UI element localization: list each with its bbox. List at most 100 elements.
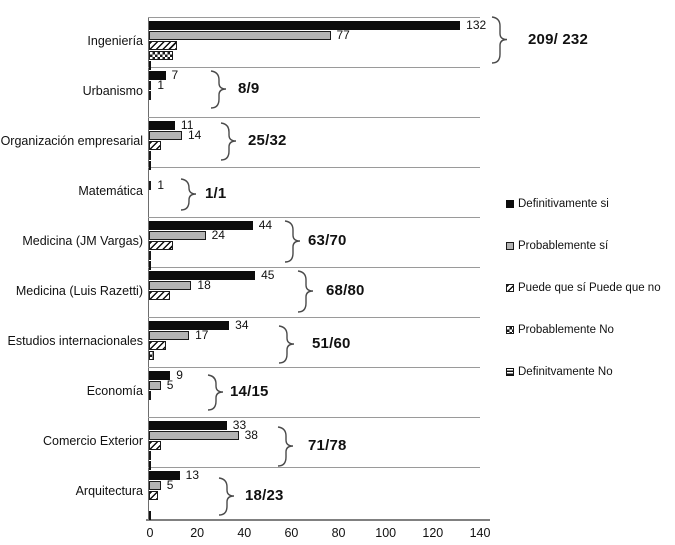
x-tick-label: 60 — [284, 526, 299, 540]
bar-puede-que-s-puede-que-no — [149, 240, 173, 250]
bar-probablemente-no — [149, 450, 152, 460]
group-brace — [278, 325, 295, 364]
bar-value-label: 14 — [188, 128, 202, 142]
bar-definitvamente-no — [149, 510, 152, 520]
bar-puede-que-s-puede-que-no — [149, 40, 178, 50]
group-total-label: 71/78 — [308, 437, 347, 454]
group-total-label: 51/60 — [312, 335, 351, 352]
bar-value-label: 132 — [466, 18, 487, 32]
group-brace — [284, 220, 301, 263]
bar-definitivamente-si — [149, 420, 227, 430]
bar-value-label: 34 — [235, 318, 249, 332]
bar-probablemente-s- — [149, 30, 331, 40]
group-brace — [277, 426, 294, 467]
bar-probablemente-s- — [149, 430, 239, 440]
group-brace — [218, 477, 235, 516]
bar-probablemente-s- — [149, 280, 192, 290]
legend-item: Probablemente No — [506, 323, 614, 337]
bar-definitivamente-si — [149, 370, 171, 380]
category-label: Arquitectura — [75, 484, 143, 498]
bar-probablemente-no — [149, 350, 154, 360]
bar-value-label: 1 — [157, 178, 165, 192]
y-axis-line — [148, 17, 149, 519]
bar-probablemente-no — [149, 250, 152, 260]
bar-puede-que-s-puede-que-no — [149, 490, 159, 500]
category-label: Urbanismo — [82, 84, 143, 98]
category-label: Economía — [86, 384, 143, 398]
x-tick-label: 100 — [375, 526, 397, 540]
category-label: Estudios internacionales — [7, 334, 144, 348]
bar-puede-que-s-puede-que-no — [149, 290, 171, 300]
bar-probablemente-no — [149, 50, 173, 60]
bar-definitvamente-no — [149, 460, 152, 470]
bar-value-label: 7 — [171, 68, 179, 82]
bar-value-label: 38 — [244, 428, 258, 442]
horizontal-stripe-legend-swatch-icon — [506, 368, 514, 376]
bar-definitivamente-si — [149, 270, 256, 280]
category-label: Matemática — [78, 184, 143, 198]
bar-definitivamente-si — [149, 120, 175, 130]
band-separator — [148, 217, 480, 218]
band-separator — [148, 17, 480, 18]
x-tick-label: 140 — [469, 526, 491, 540]
group-total-label: 14/15 — [230, 383, 269, 400]
bar-probablemente-s- — [149, 380, 161, 390]
band-separator — [148, 317, 480, 318]
bar-probablemente-s- — [149, 230, 206, 240]
legend-item: Probablemente sí — [506, 239, 608, 253]
category-label: Comercio Exterior — [42, 434, 143, 448]
black-legend-swatch-icon — [506, 200, 514, 208]
x-tick-label: 80 — [331, 526, 346, 540]
bar-probablemente-s- — [149, 480, 161, 490]
legend-label: Probablemente No — [518, 324, 614, 336]
bar-definitvamente-no — [149, 160, 152, 170]
bar-probablemente-no — [149, 150, 152, 160]
bar-puede-que-s-puede-que-no — [149, 390, 152, 400]
bar-value-label: 1 — [157, 78, 165, 92]
bar-value-label: 17 — [195, 328, 209, 342]
diagonal-hatch-legend-swatch-icon — [506, 284, 514, 292]
bar-value-label: 24 — [211, 228, 225, 242]
group-total-label: 63/70 — [308, 232, 347, 249]
checker-white-legend-swatch-icon — [506, 326, 514, 334]
bar-definitivamente-si — [149, 20, 461, 30]
bar-value-label: 5 — [166, 378, 174, 392]
band-separator — [148, 367, 480, 368]
band-separator — [148, 167, 480, 168]
bar-value-label: 44 — [258, 218, 273, 232]
band-separator — [148, 117, 480, 118]
group-brace — [207, 374, 224, 411]
bar-value-label: 11 — [180, 118, 194, 132]
bar-value-label: 13 — [185, 468, 199, 482]
group-total-label: 25/32 — [248, 132, 287, 149]
bar-definitivamente-si — [149, 220, 253, 230]
x-tick-label: 40 — [237, 526, 252, 540]
group-total-label: 1/1 — [205, 185, 227, 202]
legend-label: Probablemente sí — [518, 240, 609, 252]
x-axis-line — [146, 519, 490, 521]
bar-value-label: 33 — [232, 418, 247, 432]
bar-puede-que-s-puede-que-no — [149, 140, 161, 150]
legend-item: Definitvamente No — [506, 365, 613, 379]
bar-definitivamente-si — [149, 320, 230, 330]
category-label: Ingeniería — [87, 34, 143, 48]
bar-definitvamente-no — [149, 60, 152, 70]
legend-label: Definitivamente si — [518, 198, 609, 210]
group-total-label: 8/9 — [238, 80, 260, 97]
group-brace — [220, 122, 237, 161]
bar-puede-que-s-puede-que-no — [149, 340, 166, 350]
bar-puede-que-s-puede-que-no — [149, 90, 152, 100]
bar-value-label: 45 — [261, 268, 275, 282]
legend-label: Definitvamente No — [518, 366, 613, 378]
bar-probablemente-s- — [149, 130, 182, 140]
bar-definitivamente-si — [149, 470, 180, 480]
bar-value-label: 18 — [197, 278, 211, 292]
bar-value-label: 77 — [336, 28, 350, 42]
group-brace — [210, 70, 227, 109]
x-tick-label: 20 — [190, 526, 205, 540]
x-tick-label: 0 — [146, 526, 154, 540]
bar-value-label: 9 — [176, 368, 183, 382]
bar-definitivamente-si — [149, 70, 166, 80]
group-brace — [297, 270, 314, 313]
